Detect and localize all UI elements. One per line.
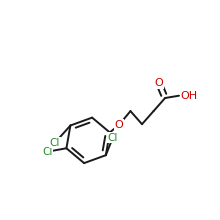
Text: O: O <box>115 120 123 130</box>
Text: Cl: Cl <box>50 138 60 148</box>
Text: Cl: Cl <box>108 133 118 143</box>
Text: Cl: Cl <box>42 147 52 157</box>
Text: O: O <box>155 78 163 88</box>
Text: OH: OH <box>180 91 198 101</box>
